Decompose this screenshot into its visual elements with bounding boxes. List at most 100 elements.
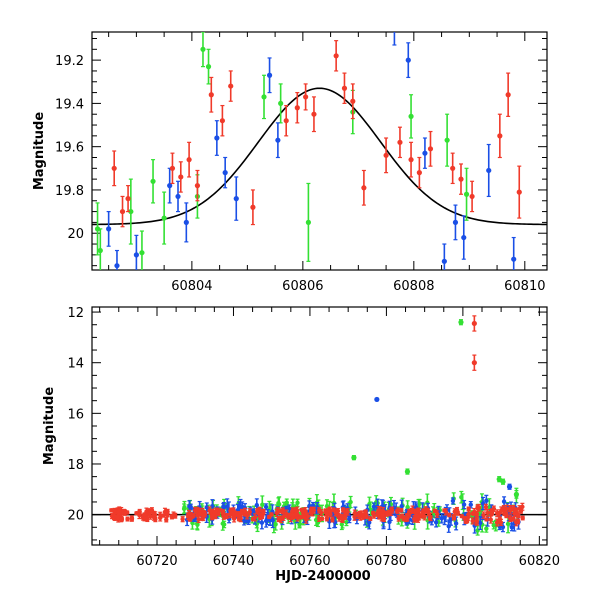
data-point-blue (478, 520, 483, 526)
data-point-red (330, 517, 335, 522)
data-point-red (398, 508, 404, 513)
data-point-red (169, 165, 176, 171)
data-point-red (427, 146, 434, 152)
data-point-red (474, 519, 479, 525)
data-point-blue (441, 258, 447, 264)
data-point-green (97, 247, 103, 254)
data-point-red (333, 53, 339, 59)
data-point-red (518, 508, 524, 514)
data-point-red (452, 509, 457, 514)
data-point-red (311, 508, 316, 513)
data-point-red (158, 515, 163, 521)
data-point-red (360, 514, 365, 520)
y-tick-label: 14 (67, 357, 84, 372)
data-point-red (134, 511, 139, 516)
data-point-red (142, 512, 147, 517)
outlier-point-green (458, 319, 464, 325)
data-point-red (484, 517, 489, 522)
data-point-red (426, 510, 431, 516)
x-tick-label: 60740 (213, 554, 254, 569)
data-point-red (197, 508, 202, 514)
bottom-panel-y-axis-title: Magnitude (42, 387, 57, 466)
data-point-red (443, 509, 449, 515)
data-point-red (451, 515, 457, 520)
model-curve (92, 87, 547, 226)
data-point-blue (222, 170, 228, 176)
data-point-green (463, 191, 470, 197)
data-point-green (276, 500, 281, 506)
data-point-red (324, 512, 330, 517)
x-tick-label: 60720 (136, 554, 177, 569)
outlier-point-green (513, 491, 520, 497)
data-point-red (401, 516, 406, 521)
data-point-blue (486, 167, 492, 174)
data-point-red (275, 508, 281, 514)
data-point-red (220, 509, 226, 515)
outlier-point-green (404, 468, 411, 475)
data-point-green (405, 504, 410, 510)
data-point-red (129, 516, 135, 521)
data-point-red (510, 516, 516, 522)
data-point-red (115, 514, 121, 520)
data-point-blue (167, 183, 173, 189)
data-point-blue (399, 503, 404, 509)
data-point-blue (468, 502, 473, 507)
data-point-red (287, 512, 293, 518)
data-point-red (250, 204, 256, 210)
data-point-red (459, 514, 465, 519)
data-point-blue (392, 25, 397, 30)
data-point-red (186, 513, 191, 518)
data-point-red (200, 516, 205, 522)
data-point-green (161, 215, 167, 221)
data-point-red (119, 208, 126, 215)
outlier-point-red (471, 360, 477, 366)
data-point-red (475, 505, 480, 510)
data-point-blue (461, 502, 467, 507)
data-point-red (485, 510, 490, 516)
data-point-red (219, 118, 225, 124)
data-point-blue (214, 135, 220, 141)
top-panel-y-axis-title: Magnitude (32, 112, 47, 191)
data-point-green (261, 94, 267, 100)
data-point-red (238, 516, 243, 521)
y-tick-label: 19.4 (55, 97, 84, 112)
data-point-red (407, 511, 412, 517)
data-point-red (269, 512, 274, 517)
data-point-green (408, 113, 414, 119)
y-tick-label: 20 (67, 227, 84, 242)
data-point-green (220, 521, 225, 526)
data-point-green (305, 219, 312, 225)
data-point-red (109, 508, 114, 513)
data-point-blue (310, 503, 316, 508)
data-point-red (376, 511, 381, 517)
data-point-red (513, 507, 518, 513)
data-point-red (494, 520, 500, 525)
data-point-red (294, 105, 300, 111)
data-point-red (119, 516, 125, 522)
data-point-blue (509, 525, 515, 530)
data-point-red (335, 512, 341, 518)
data-point-blue (433, 520, 439, 525)
data-point-red (250, 516, 256, 522)
data-point-red (111, 165, 117, 171)
data-point-green (284, 500, 289, 505)
data-point-blue (266, 72, 273, 78)
data-point-green (484, 526, 489, 531)
data-point-red (202, 511, 207, 516)
data-point-blue (254, 502, 260, 508)
bottom-panel-x-axis-title: HJD-2400000 (275, 569, 370, 584)
data-point-green (260, 502, 265, 507)
bottom-panel: Magnitude HJD-2400000 60720 60740 60760 607… (42, 306, 560, 584)
data-point-red (340, 517, 345, 522)
data-point-red (356, 513, 361, 518)
x-tick-label: 60804 (171, 279, 212, 294)
data-point-red (180, 516, 185, 522)
data-point-red (247, 509, 252, 515)
y-tick-label: 19.8 (55, 184, 84, 199)
data-point-green (273, 522, 278, 527)
data-point-red (165, 509, 170, 514)
data-point-blue (187, 504, 192, 509)
data-point-blue (183, 219, 189, 225)
data-point-red (221, 513, 226, 519)
